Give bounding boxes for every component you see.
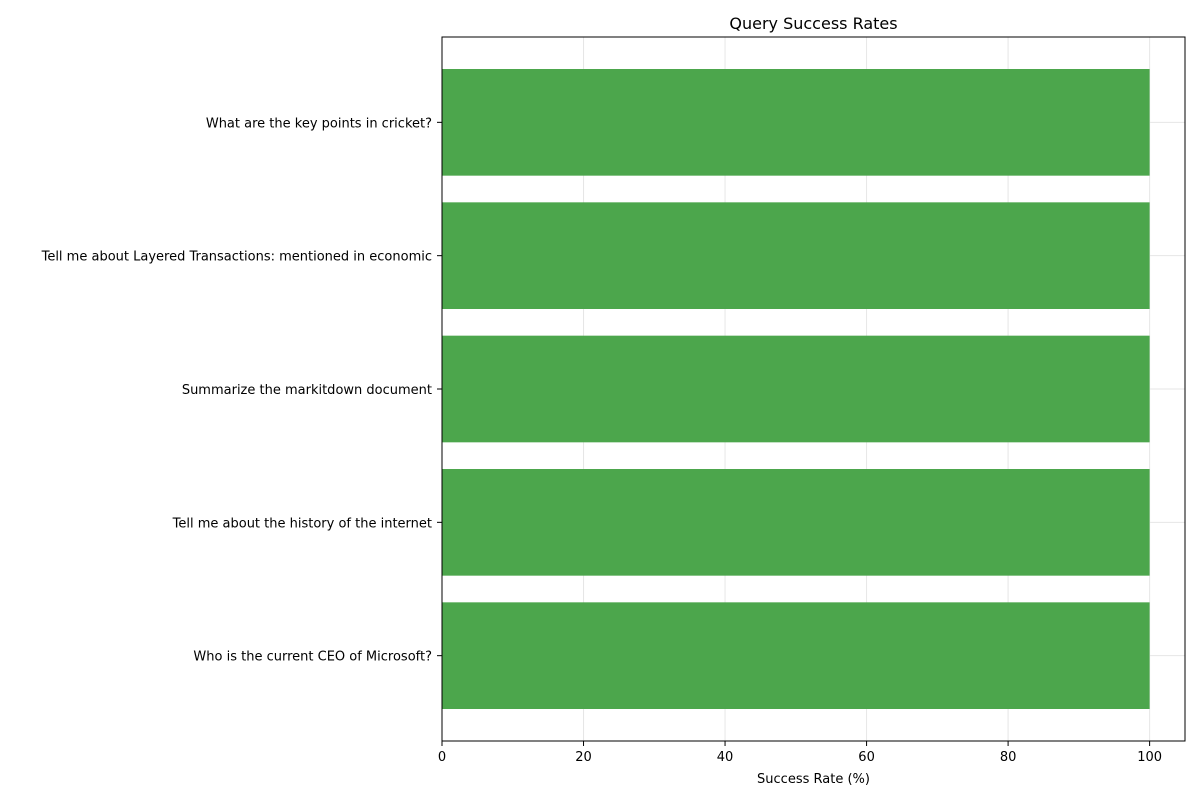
x-tick-label: 80	[1000, 750, 1017, 765]
bar	[442, 469, 1150, 576]
x-tick-label: 0	[438, 750, 446, 765]
bars	[442, 69, 1150, 709]
x-axis-label: Success Rate (%)	[757, 772, 870, 787]
y-tick-label: Summarize the markitdown document	[182, 383, 432, 398]
chart-title: Query Success Rates	[729, 14, 897, 33]
y-axis-ticks: Who is the current CEO of Microsoft? Tell…	[41, 116, 442, 665]
bar	[442, 335, 1150, 443]
x-tick-label: 60	[858, 750, 875, 765]
y-tick-label: What are the key points in cricket?	[206, 116, 432, 131]
y-tick-label: Tell me about the history of the interne…	[172, 516, 432, 531]
x-axis-ticks: 0 20 40 60 80 100	[438, 741, 1162, 765]
x-tick-label: 40	[717, 750, 734, 765]
bar	[442, 69, 1150, 176]
x-tick-label: 100	[1137, 750, 1162, 765]
y-tick-label: Tell me about Layered Transactions: ment…	[41, 250, 432, 265]
x-tick-label: 20	[575, 750, 592, 765]
bar	[442, 602, 1150, 709]
bar	[442, 202, 1150, 309]
y-tick-label: Who is the current CEO of Microsoft?	[193, 650, 432, 665]
